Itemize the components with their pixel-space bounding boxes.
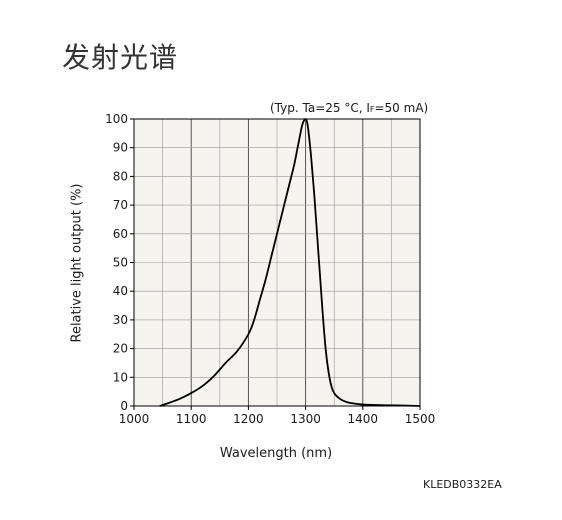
y-tick-label: 30 (113, 313, 128, 327)
x-tick-label: 1400 (348, 412, 379, 426)
x-tick-label: 1500 (405, 412, 436, 426)
page-title: 发射光谱 (62, 41, 179, 74)
y-tick-label: 60 (113, 227, 128, 241)
spectrum-line (159, 118, 421, 407)
y-axis-ticks: 0 10 20 30 40 50 60 70 80 90 100 (105, 112, 134, 413)
y-tick-label: 40 (113, 284, 128, 298)
measurement-conditions: (Typ. Ta=25 °C, IF=50 mA) (270, 101, 428, 115)
grid-lines (134, 119, 420, 406)
series-group (159, 118, 421, 407)
document-code: KLEDB0332EA (423, 478, 502, 491)
x-tick-label: 1100 (176, 412, 207, 426)
y-tick-label: 50 (113, 256, 128, 270)
y-axis-label: Relative light output (%) (69, 183, 85, 343)
y-tick-label: 20 (113, 342, 128, 356)
y-tick-label: 100 (105, 112, 128, 126)
y-tick-label: 70 (113, 198, 128, 212)
y-tick-label: 80 (113, 169, 128, 183)
x-tick-label: 1300 (290, 412, 321, 426)
y-tick-label: 90 (113, 141, 128, 155)
x-axis-label: Wavelength (nm) (219, 446, 333, 461)
conditions-suffix: =50 mA) (374, 101, 429, 115)
conditions-subscript: F (369, 105, 375, 114)
x-axis-ticks: 1000 1100 1200 1300 1400 1500 (119, 406, 436, 426)
conditions-prefix: (Typ. Ta=25 °C, I (270, 101, 370, 115)
x-tick-label: 1200 (233, 412, 264, 426)
y-tick-label: 0 (120, 399, 128, 413)
y-tick-label: 10 (113, 370, 128, 384)
x-tick-label: 1000 (119, 412, 150, 426)
